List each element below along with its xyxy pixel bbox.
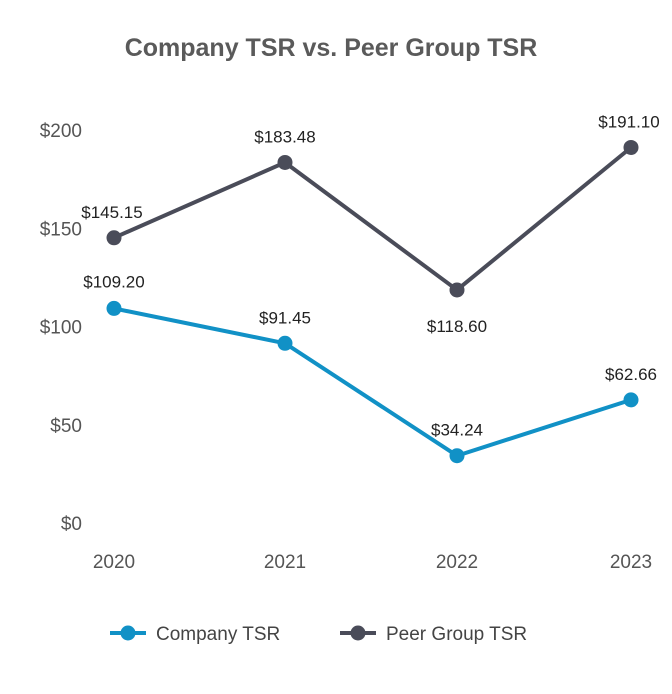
legend-label: Peer Group TSR (386, 624, 527, 645)
data-label: $34.24 (431, 421, 483, 440)
data-label: $183.48 (254, 127, 315, 146)
data-point (277, 335, 293, 351)
x-axis: 2020 2021 2022 2023 (93, 552, 652, 573)
data-point (623, 139, 639, 155)
data-label: $109.20 (83, 272, 144, 291)
x-tick-label: 2021 (264, 552, 306, 573)
chart-title: Company TSR vs. Peer Group TSR (125, 34, 538, 62)
series-line (112, 306, 633, 458)
x-tick-label: 2023 (610, 552, 652, 573)
y-tick-label: $0 (61, 514, 82, 535)
legend-label: Company TSR (156, 624, 280, 645)
series-line (112, 145, 633, 292)
series-company-tsr: $109.20 $91.45 $34.24 $62.66 (83, 272, 657, 464)
y-tick-label: $100 (40, 318, 82, 339)
data-label: $145.15 (81, 203, 142, 222)
data-point (623, 392, 639, 408)
x-tick-label: 2022 (436, 552, 478, 573)
data-point (277, 154, 293, 170)
legend: Company TSR Peer Group TSR (110, 624, 527, 645)
data-point (106, 230, 122, 246)
data-point (449, 282, 465, 298)
legend-marker-icon (350, 625, 366, 641)
y-tick-label: $200 (40, 121, 82, 142)
x-tick-label: 2020 (93, 552, 135, 573)
data-point (449, 448, 465, 464)
legend-item: Company TSR (110, 624, 280, 645)
y-tick-label: $150 (40, 219, 82, 240)
series-layer: $109.20$91.45$34.24$62.66$145.15$183.48$… (81, 112, 660, 464)
series-peer-group-tsr: $145.15 $183.48 $118.60 $191.10 (81, 112, 659, 335)
data-label: $191.10 (598, 112, 659, 131)
legend-marker-icon (120, 625, 136, 641)
data-label: $118.60 (427, 317, 487, 336)
y-axis: $0 $50 $100 $150 $200 (40, 121, 82, 535)
data-label: $62.66 (605, 365, 657, 384)
data-point (106, 300, 122, 316)
y-tick-label: $50 (50, 416, 82, 437)
data-label: $91.45 (259, 308, 311, 327)
legend-item: Peer Group TSR (340, 624, 527, 645)
